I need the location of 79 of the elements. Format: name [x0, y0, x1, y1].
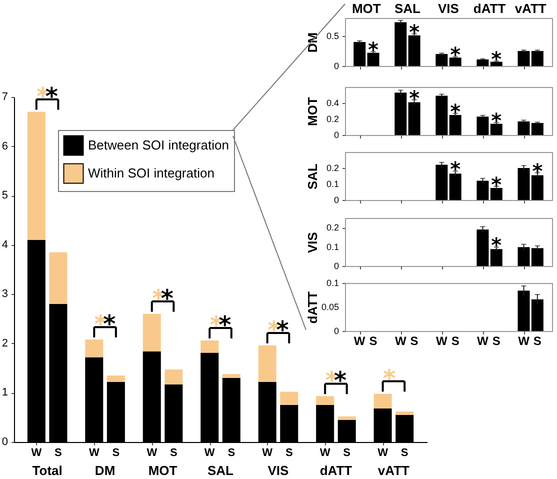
x-tick-label: S: [343, 447, 351, 459]
annotation: *: [383, 364, 396, 392]
y-tick-label: 0.4: [326, 98, 339, 108]
x-tick-label: S: [400, 447, 408, 459]
x-tick-label: W: [477, 334, 490, 348]
annotation: *: [491, 172, 502, 196]
x-tick-label: S: [112, 447, 120, 459]
x-tick-label: W: [394, 334, 407, 348]
y-tick-label: 0.2: [326, 114, 339, 124]
x-tick-label: S: [285, 447, 293, 459]
y-tick-label: 0.2: [326, 222, 339, 233]
y-tick-label: 0.1: [326, 179, 339, 189]
annotation: *: [491, 233, 502, 258]
y-tick-label: 0.1: [326, 278, 339, 288]
y-axis-title: DM: [305, 32, 320, 53]
x-tick-label: S: [170, 447, 178, 459]
x-tick-label: W: [204, 447, 216, 459]
y-tick-label: 1: [2, 386, 8, 399]
y-axis-title: VIS: [305, 232, 320, 253]
y-axis-title: SAL: [305, 163, 320, 190]
y-tick-label: 2: [2, 337, 8, 350]
annotation: *: [491, 108, 502, 133]
x-tick-label: S: [451, 334, 460, 348]
annotation: *: [409, 20, 420, 44]
y-tick-label: 0.05: [321, 302, 339, 312]
text: MOT: [352, 1, 381, 16]
x-tick-label: W: [31, 447, 42, 459]
annotation: *: [45, 82, 58, 110]
y-tick-label: 0: [334, 261, 339, 271]
text: Total: [32, 463, 62, 478]
annotation: *: [160, 284, 174, 312]
y-tick-label: 7: [2, 91, 8, 103]
x-tick-label: W: [146, 447, 158, 459]
y-tick-label: 5: [2, 190, 8, 202]
text: vATT: [514, 1, 546, 16]
y-axis-title: MOT: [305, 97, 320, 126]
annotation: *: [450, 157, 462, 182]
y-tick-label: 0.1: [326, 242, 339, 252]
x-tick-label: W: [436, 334, 448, 348]
annotation: *: [450, 42, 462, 67]
text: dATT: [320, 463, 352, 478]
y-axis-title: dATT: [305, 291, 320, 324]
y-tick-label: 0: [334, 130, 339, 140]
text: VIS: [268, 463, 290, 478]
x-tick-label: W: [262, 447, 274, 459]
y-tick-label: 0.5: [326, 31, 339, 41]
text: SAL: [208, 463, 234, 478]
x-tick-label: S: [410, 334, 418, 348]
text: VIS: [438, 1, 460, 16]
x-tick-label: W: [320, 447, 331, 459]
x-tick-label: S: [369, 334, 378, 348]
text: DM: [94, 463, 116, 478]
y-tick-label: 0: [2, 436, 8, 448]
y-tick-label: 0: [334, 195, 339, 205]
text: MOT: [148, 463, 178, 478]
legend-label: Between SOI integration: [88, 138, 229, 152]
annotation: *: [491, 47, 502, 72]
legend-label: Within SOI integration: [88, 166, 214, 180]
x-tick-label: W: [378, 447, 389, 459]
y-tick-label: 3: [2, 288, 8, 300]
annotation: *: [409, 86, 420, 110]
x-tick-label: W: [354, 334, 366, 348]
annotation: *: [368, 38, 380, 62]
text: dATT: [473, 1, 506, 16]
y-tick-label: 0.2: [326, 163, 339, 173]
y-tick-label: 0: [334, 61, 339, 71]
text: vATT: [378, 463, 410, 478]
x-tick-label: W: [88, 447, 100, 459]
x-tick-label: S: [492, 334, 500, 348]
annotation: *: [532, 158, 544, 183]
y-tick-label: 6: [2, 140, 8, 152]
x-tick-label: S: [228, 447, 236, 459]
x-tick-label: W: [518, 334, 530, 348]
x-tick-label: S: [54, 447, 62, 459]
annotation: *: [450, 99, 462, 124]
text: SAL: [394, 1, 421, 16]
y-tick-label: 4: [2, 238, 8, 251]
x-tick-label: S: [533, 334, 542, 348]
y-tick-label: 0: [334, 326, 339, 336]
